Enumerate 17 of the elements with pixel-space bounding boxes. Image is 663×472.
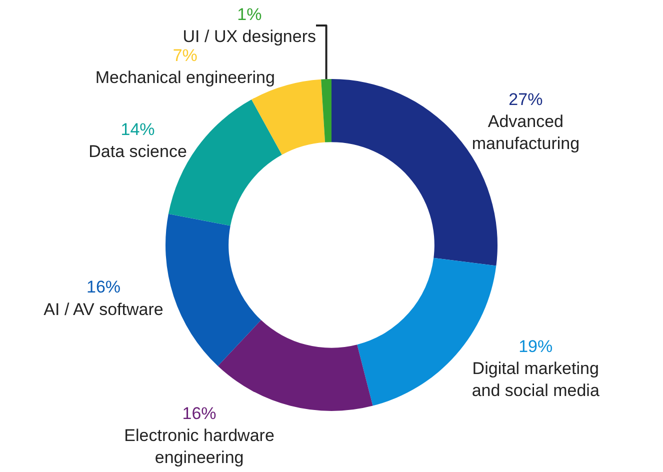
slice-label: Data science (88, 142, 187, 161)
slice-label: AI / AV software (44, 300, 164, 319)
slice-label: Digital marketing and social media (472, 359, 600, 400)
data-label: 27% (508, 90, 543, 109)
data-label: 16% (86, 278, 121, 297)
slice-label: Electronic hardware engineering (124, 426, 274, 468)
donut-slice (218, 320, 373, 411)
data-label: 14% (120, 120, 155, 139)
slice-label: Mechanical engineering (95, 68, 275, 88)
donut-slice (321, 79, 332, 142)
data-label: 19% (518, 336, 553, 356)
slice-label: UI / UX designers (182, 27, 316, 46)
donut-slice (166, 214, 262, 366)
data-label: 1% (237, 4, 262, 24)
slice-label: Advanced manufacturing (472, 112, 580, 153)
data-label: 7% (172, 46, 198, 66)
data-label: 16% (182, 404, 216, 423)
